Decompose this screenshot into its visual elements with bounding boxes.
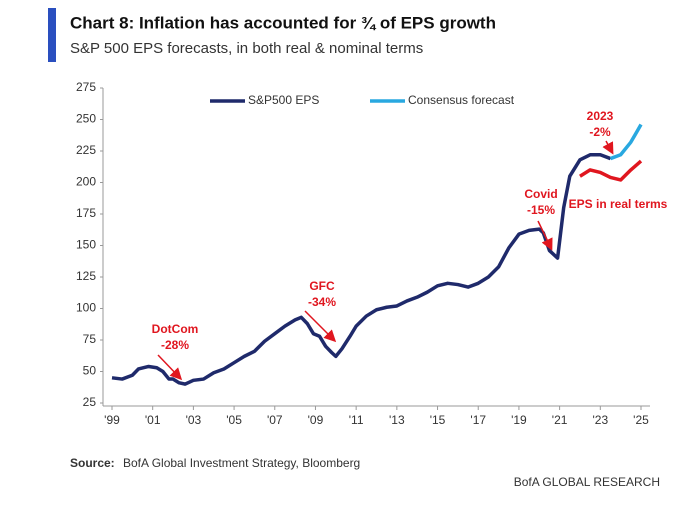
legend-label: Consensus forecast <box>408 93 515 107</box>
annotation: 2023 <box>587 109 614 123</box>
y-tick-label: 200 <box>76 175 96 189</box>
x-tick-label: '03 <box>186 413 202 427</box>
source: BofA Global Investment Strategy, Bloombe… <box>123 456 360 470</box>
annotation-arrow <box>304 310 337 343</box>
x-tick-label: '21 <box>552 413 568 427</box>
credit: BofA GLOBAL RESEARCH <box>514 475 660 489</box>
legend-label: S&P500 EPS <box>248 93 319 107</box>
y-tick-label: 75 <box>83 332 97 346</box>
annotation: -15% <box>527 203 555 217</box>
x-tick-label: '99 <box>104 413 120 427</box>
series-line <box>579 159 643 182</box>
x-tick-label: '17 <box>470 413 486 427</box>
y-tick-label: 275 <box>76 80 96 94</box>
annotation-arrow <box>602 140 614 155</box>
x-tick-label: '07 <box>267 413 283 427</box>
y-tick-label: 25 <box>83 395 97 409</box>
x-tick-label: '05 <box>226 413 242 427</box>
annotation: -28% <box>161 338 189 352</box>
x-tick-label: '01 <box>145 413 161 427</box>
y-tick-label: 150 <box>76 238 96 252</box>
y-tick-label: 225 <box>76 143 96 157</box>
x-tick-label: '23 <box>592 413 608 427</box>
x-tick-label: '13 <box>389 413 405 427</box>
title-bar <box>48 8 56 62</box>
series-label: EPS in real terms <box>569 197 668 211</box>
y-tick-label: 125 <box>76 269 96 283</box>
annotation: Covid <box>524 187 557 201</box>
x-tick-label: '15 <box>430 413 446 427</box>
annotation: -2% <box>589 125 611 139</box>
y-tick-label: 50 <box>83 364 97 378</box>
series-line <box>609 123 643 161</box>
y-tick-label: 250 <box>76 112 96 126</box>
chart-title: Chart 8: Inflation has accounted for ¾ o… <box>70 13 496 32</box>
annotation-arrow <box>537 220 553 251</box>
chart-subtitle: S&P 500 EPS forecasts, in both real & no… <box>70 40 423 57</box>
x-tick-label: '11 <box>349 413 364 427</box>
y-tick-label: 175 <box>76 206 96 220</box>
x-tick-label: '09 <box>308 413 324 427</box>
y-tick-label: 100 <box>76 301 96 315</box>
annotation: -34% <box>308 295 336 309</box>
series-line <box>111 153 612 386</box>
source-label: Source: <box>70 456 115 470</box>
x-tick-label: '25 <box>633 413 649 427</box>
annotation: DotCom <box>152 322 199 336</box>
annotation: GFC <box>309 279 335 293</box>
annotation-arrow <box>157 354 183 381</box>
x-tick-label: '19 <box>511 413 527 427</box>
